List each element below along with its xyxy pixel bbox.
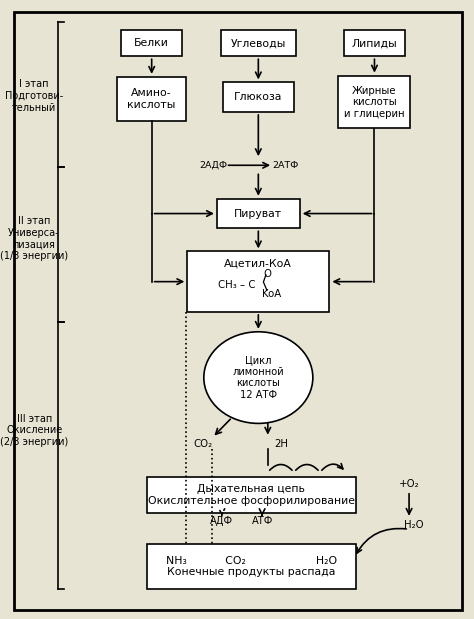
Text: H₂O: H₂O	[403, 520, 423, 530]
FancyBboxPatch shape	[147, 544, 356, 589]
FancyBboxPatch shape	[121, 30, 182, 56]
Text: Пируват: Пируват	[234, 209, 283, 219]
Text: Жирные
кислоты
и глицерин: Жирные кислоты и глицерин	[344, 85, 405, 119]
Text: Цикл
лимонной
кислоты
12 АТФ: Цикл лимонной кислоты 12 АТФ	[233, 355, 284, 400]
Text: 2H: 2H	[274, 439, 288, 449]
Text: +O₂: +O₂	[399, 479, 419, 489]
FancyBboxPatch shape	[14, 12, 462, 610]
FancyBboxPatch shape	[338, 76, 410, 128]
Text: KoA: KoA	[262, 289, 281, 299]
Text: 2АТФ: 2АТФ	[273, 161, 299, 170]
Text: CH₃ – C: CH₃ – C	[218, 280, 256, 290]
FancyBboxPatch shape	[221, 30, 296, 56]
FancyBboxPatch shape	[187, 251, 329, 312]
Ellipse shape	[204, 332, 313, 423]
Text: Глюкоза: Глюкоза	[234, 92, 283, 102]
Text: АТФ: АТФ	[251, 516, 273, 526]
Text: Ацетил-КоА: Ацетил-КоА	[224, 258, 292, 268]
Text: Белки: Белки	[134, 38, 169, 48]
Text: I этап
Подготови-
тельный: I этап Подготови- тельный	[5, 79, 63, 113]
Text: II этап
Универса-
лизация
(1/3 энергии): II этап Универса- лизация (1/3 энергии)	[0, 216, 68, 261]
Text: NH₃           CO₂                    H₂O
Конечные продукты распада: NH₃ CO₂ H₂O Конечные продукты распада	[165, 556, 337, 577]
Text: Липиды: Липиды	[352, 38, 397, 48]
Text: Углеводы: Углеводы	[231, 38, 286, 48]
FancyBboxPatch shape	[344, 30, 405, 56]
FancyBboxPatch shape	[223, 82, 294, 112]
Text: III этап
Окисление
(2/3 энергии): III этап Окисление (2/3 энергии)	[0, 413, 68, 447]
Text: O: O	[264, 269, 272, 279]
Text: CO₂: CO₂	[193, 439, 212, 449]
Text: Дыхательная цепь
Окислительное фосфорилирование: Дыхательная цепь Окислительное фосфорили…	[148, 485, 355, 506]
FancyBboxPatch shape	[217, 199, 300, 228]
Text: Амино-
кислоты: Амино- кислоты	[128, 89, 176, 110]
FancyBboxPatch shape	[147, 477, 356, 513]
FancyBboxPatch shape	[117, 77, 186, 121]
Text: АДФ: АДФ	[210, 516, 233, 526]
Text: 2АДФ: 2АДФ	[199, 161, 228, 170]
